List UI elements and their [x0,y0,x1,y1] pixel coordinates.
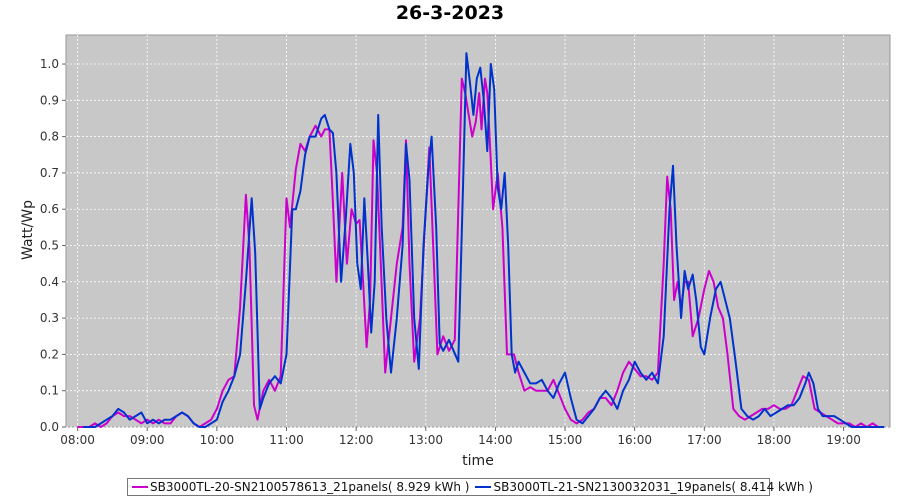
legend-swatch-series-1 [132,486,148,488]
y-axis-title: Watt/Wp [20,200,36,260]
series-line-1 [77,77,879,428]
y-tick-label: 0.9 [40,93,59,107]
x-tick-label: 18:00 [757,433,792,447]
x-tick-label: 11:00 [269,433,304,447]
x-tick-label: 17:00 [687,433,722,447]
x-tick-label: 16:00 [617,433,652,447]
x-tick-label: 09:00 [130,433,165,447]
x-tick-label: 19:00 [826,433,861,447]
y-tick-label: 0.3 [40,311,59,325]
series-line-2 [83,52,885,428]
y-tick-label: 0.1 [40,384,59,398]
y-tick-label: 0.2 [40,347,59,361]
y-tick-label: 0.7 [40,166,59,180]
x-tick-label: 10:00 [200,433,235,447]
x-tick-label: 13:00 [408,433,443,447]
x-tick-label: 14:00 [478,433,513,447]
legend-label-series-1: SB3000TL-20-SN2100578613_21panels( 8.929… [150,480,470,494]
legend-item-series-2: SB3000TL-21-SN2130032031_19panels( 8.414… [475,480,813,494]
x-tick-label: 12:00 [339,433,374,447]
legend-swatch-series-2 [475,486,492,488]
x-tick-label: 08:00 [60,433,95,447]
chart-title: 26-3-2023 [395,2,505,24]
y-tick-label: 0.4 [40,275,59,289]
x-tick-label: 15:00 [548,433,583,447]
y-tick-label: 1.0 [40,57,59,71]
legend-label-series-2: SB3000TL-21-SN2130032031_19panels( 8.414… [493,480,813,494]
x-axis-title: time [462,453,494,469]
y-tick-label: 0.6 [40,202,59,216]
y-tick-label: 0.8 [40,130,59,144]
y-tick-label: 0.0 [40,420,59,434]
y-tick-label: 0.5 [40,239,59,253]
plot-area [65,34,891,428]
legend-item-series-1: SB3000TL-20-SN2100578613_21panels( 8.929… [132,480,469,494]
chart-legend: SB3000TL-20-SN2100578613_21panels( 8.929… [127,478,813,496]
